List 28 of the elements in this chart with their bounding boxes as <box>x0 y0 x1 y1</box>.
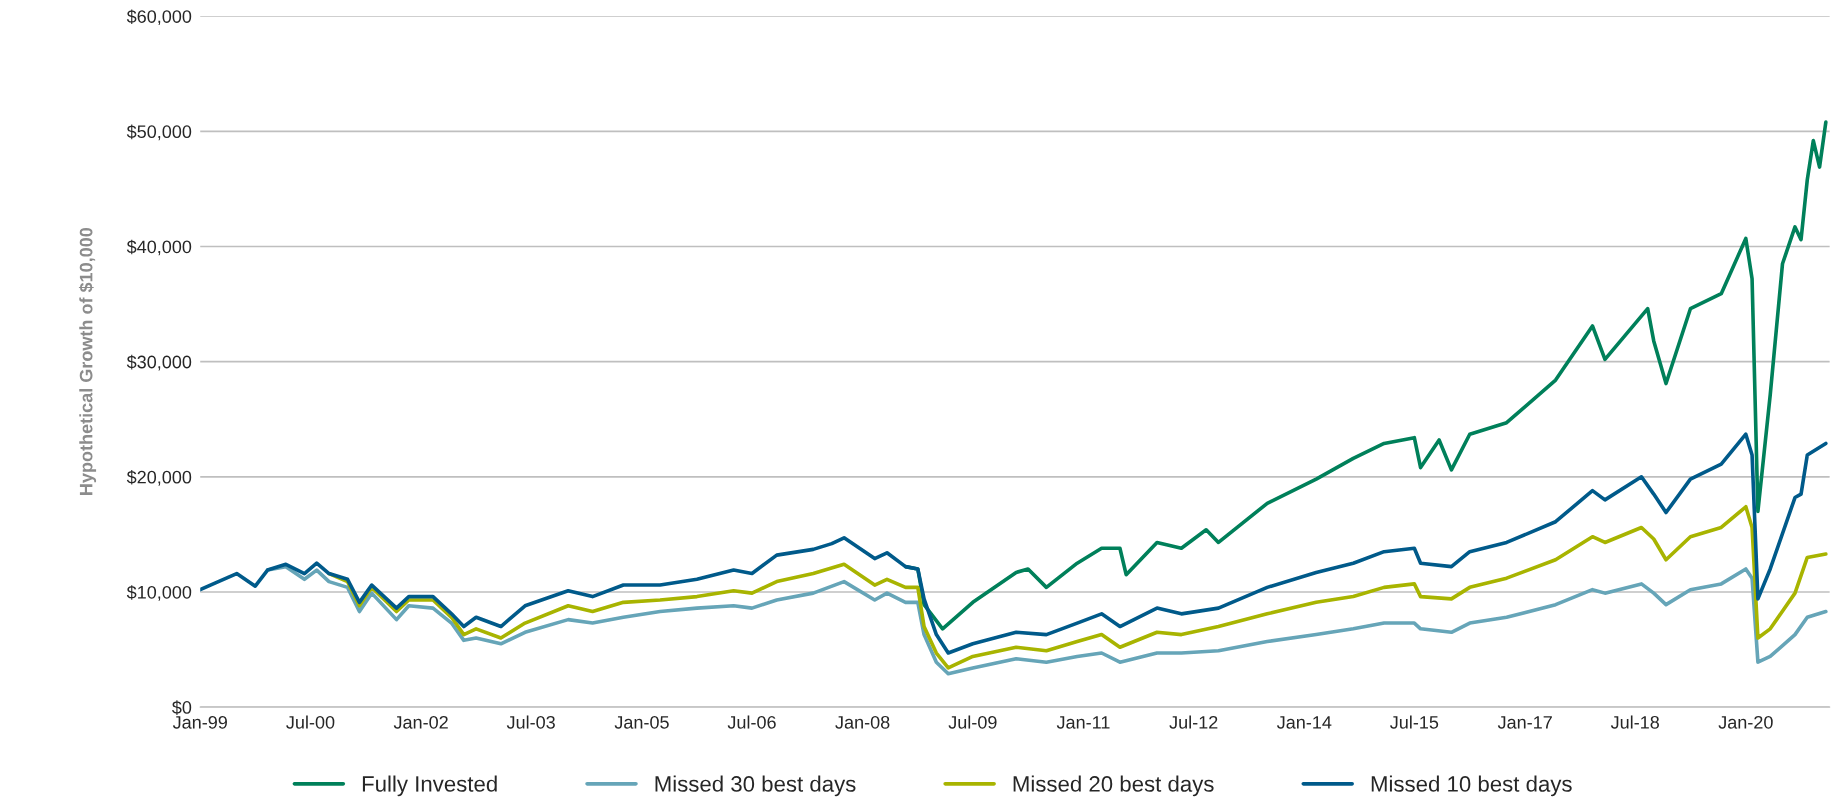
y-tick-label: $20,000 <box>126 470 192 486</box>
x-tick-label: Jan-99 <box>172 715 227 729</box>
line-series <box>200 432 1828 655</box>
x-tick-label: Jan-20 <box>1718 715 1773 729</box>
legend-label: Missed 10 best days <box>1371 775 1572 797</box>
x-tick-label: Jan-14 <box>1276 716 1332 729</box>
x-tick-label: Jan-17 <box>1497 716 1552 729</box>
x-tick-label: Jul-15 <box>1390 715 1439 729</box>
y-tick-label: $50,000 <box>126 124 192 141</box>
y-axis-title: Hypothetical Growth of $10,000 <box>78 227 97 495</box>
y-tick-label: $30,000 <box>126 354 192 371</box>
x-tick-label: Jan-11 <box>1056 716 1110 729</box>
x-tick-label: Jul-00 <box>286 715 335 729</box>
y-tick-label: $10,000 <box>126 585 192 601</box>
legend-label: Missed 20 best days <box>1013 775 1214 797</box>
legend-label: Missed 30 best days <box>655 775 856 797</box>
x-tick-label: Jul-12 <box>1169 715 1218 729</box>
legend-label: Fully Invested <box>362 775 497 797</box>
y-tick-label: $0 <box>172 700 192 715</box>
x-tick-label: Jul-18 <box>1610 715 1659 729</box>
x-tick-label: Jan-05 <box>614 715 669 729</box>
x-tick-label: Jan-08 <box>835 715 890 729</box>
y-tick-label: $60,000 <box>126 9 192 26</box>
x-tick-label: Jul-09 <box>948 715 997 729</box>
x-tick-label: Jul-06 <box>727 715 776 729</box>
y-tick-label: $40,000 <box>126 239 192 256</box>
x-tick-label: Jan-02 <box>393 715 448 729</box>
x-tick-label: Jul-03 <box>506 715 555 729</box>
